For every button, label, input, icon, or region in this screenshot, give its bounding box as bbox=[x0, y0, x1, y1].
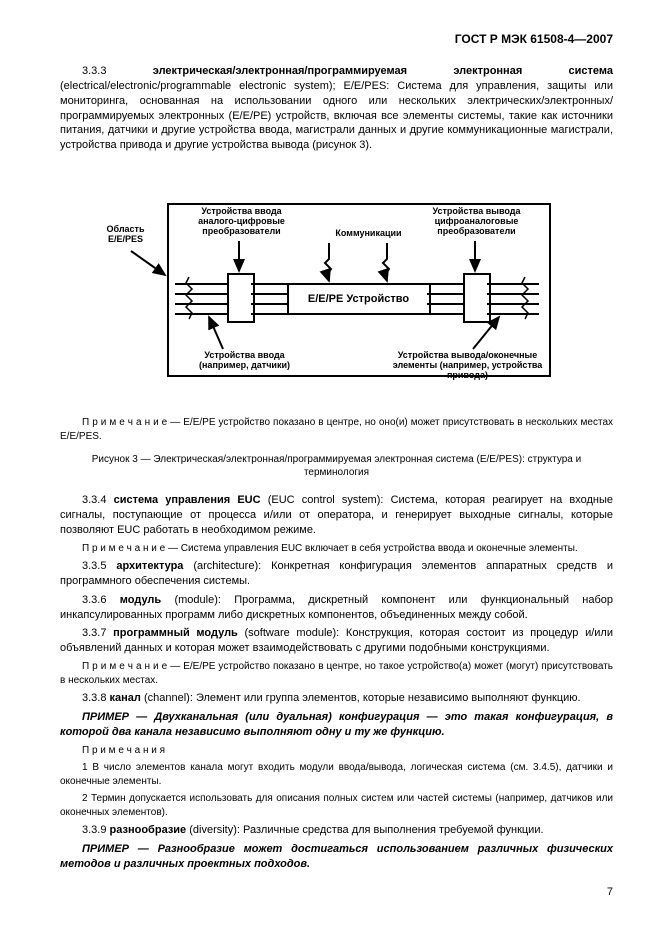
figure-caption: Рисунок 3 — Электрическая/электронная/пр… bbox=[60, 453, 613, 479]
term-en: (module): bbox=[174, 594, 220, 606]
sec-3-3-6: 3.3.6 модуль (module): Программа, дискре… bbox=[60, 593, 613, 623]
term-en: (electrical/electronic/programmable elec… bbox=[60, 80, 389, 92]
term: электрическая/электронная/программируема… bbox=[153, 65, 613, 77]
sec-3-3-8-note1: 1 В число элементов канала могут входить… bbox=[60, 761, 613, 788]
sec-3-3-7: 3.3.7 программный модуль (software modul… bbox=[60, 626, 613, 656]
sec-3-3-7-note: П р и м е ч а н и е — E/E/PE устройство … bbox=[60, 660, 613, 687]
sec-3-3-4: 3.3.4 система управления EUC (EUC contro… bbox=[60, 493, 613, 538]
term: программный модуль bbox=[113, 627, 238, 639]
term-en: (software module): bbox=[245, 627, 340, 639]
page-number: 7 bbox=[60, 886, 613, 898]
figure-note: П р и м е ч а н и е — E/E/PE устройство … bbox=[60, 416, 613, 443]
sec-3-3-9: 3.3.9 разнообразие (diversity): Различны… bbox=[60, 823, 613, 838]
sec-3-3-8-example: ПРИМЕР — Двухканальная (или дуальная) ко… bbox=[60, 710, 613, 740]
sec-num: 3.3.9 bbox=[82, 824, 106, 836]
figure-svg bbox=[97, 163, 577, 408]
sec-num: 3.3.6 bbox=[82, 594, 106, 606]
term-def: Различные средства для выполнения требуе… bbox=[243, 824, 544, 836]
sec-3-3-8: 3.3.8 канал (channel): Элемент или групп… bbox=[60, 691, 613, 706]
figure-3: E/E/PE Устройство Область E/E/PES Устрой… bbox=[97, 163, 577, 408]
term-en: (EUC control system): bbox=[268, 494, 384, 506]
sec-3-3-4-note: П р и м е ч а н и е — Система управления… bbox=[60, 542, 613, 556]
note-prefix: П р и м е ч а н и е — bbox=[82, 543, 178, 554]
term-en: (channel): bbox=[144, 692, 193, 704]
sec-num: 3.3.3 bbox=[82, 65, 106, 77]
sec-3-3-8-note2: 2 Термин допускается использовать для оп… bbox=[60, 792, 613, 819]
example-prefix: ПРИМЕР — bbox=[82, 843, 149, 855]
sec-num: 3.3.4 bbox=[82, 494, 106, 506]
sec-3-3-5: 3.3.5 архитектура (architecture): Конкре… bbox=[60, 559, 613, 589]
term-en: (diversity): bbox=[189, 824, 240, 836]
sec-3-3-3: 3.3.3 электрическая/электронная/программ… bbox=[60, 64, 613, 153]
document-id: ГОСТ Р МЭК 61508-4—2007 bbox=[60, 32, 613, 46]
page: ГОСТ Р МЭК 61508-4—2007 3.3.3 электричес… bbox=[0, 0, 661, 922]
sec-num: 3.3.5 bbox=[82, 560, 106, 572]
term-en: (architecture): bbox=[193, 560, 261, 572]
sec-3-3-9-example: ПРИМЕР — Разнообразие может достигаться … bbox=[60, 842, 613, 872]
term: модуль bbox=[120, 594, 161, 606]
note-prefix: П р и м е ч а н и е — bbox=[82, 661, 180, 672]
sec-num: 3.3.8 bbox=[82, 692, 106, 704]
notes-title: П р и м е ч а н и я bbox=[60, 744, 613, 758]
term: разнообразие bbox=[110, 824, 187, 836]
term: архитектура bbox=[116, 560, 183, 572]
note-prefix: П р и м е ч а н и е — bbox=[82, 417, 180, 428]
term: канал bbox=[110, 692, 141, 704]
example-prefix: ПРИМЕР — bbox=[82, 711, 147, 723]
note-text: Система управления EUC включает в себя у… bbox=[181, 543, 578, 554]
sec-num: 3.3.7 bbox=[82, 627, 106, 639]
term-def: Элемент или группа элементов, которые не… bbox=[196, 692, 581, 704]
term: система управления EUC bbox=[114, 494, 261, 506]
